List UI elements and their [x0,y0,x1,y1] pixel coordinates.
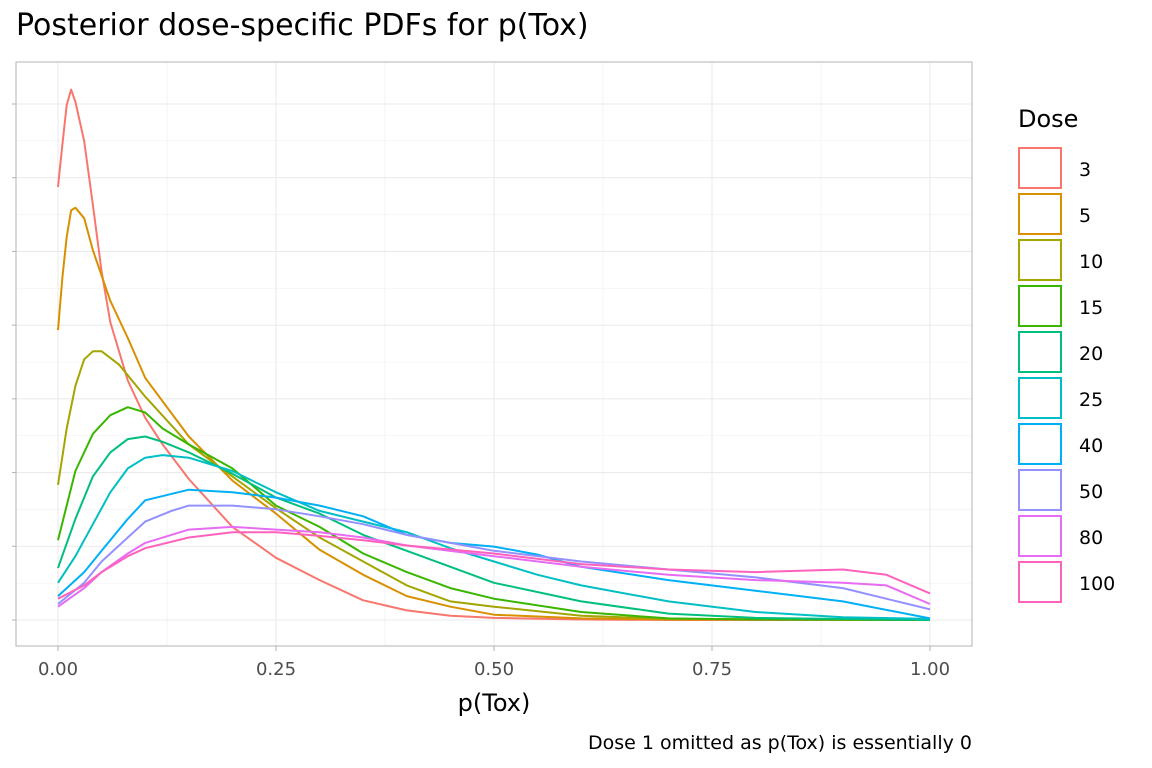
x-tick-label: 0.25 [256,659,296,680]
x-tick-label: 0.75 [692,659,732,680]
legend-label-dose-40: 40 [1079,435,1103,457]
legend-key-dose-15 [1018,285,1062,327]
legend-title: Dose [1018,105,1078,133]
legend-key-dose-80 [1018,515,1062,557]
series-line-dose-100 [57,531,931,600]
legend-key-dose-40 [1018,423,1062,465]
series-line-dose-80 [57,525,931,608]
legend-label-dose-25: 25 [1079,389,1103,411]
legend-key-dose-20 [1018,331,1062,373]
legend-label-dose-20: 20 [1079,343,1103,365]
series-line-dose-15 [57,406,931,621]
legend-key-dose-5 [1018,193,1062,235]
legend-key-dose-10 [1018,239,1062,281]
legend-label-dose-80: 80 [1079,527,1103,549]
legend-label-dose-10: 10 [1079,251,1103,273]
chart-caption: Dose 1 omitted as p(Tox) is essentially … [588,732,972,754]
x-tick-label: 0.50 [474,659,514,680]
legend-key-dose-3 [1018,147,1062,189]
legend-key-dose-100 [1018,561,1062,603]
legend-key-dose-25 [1018,377,1062,419]
x-tick-label: 1.00 [910,659,950,680]
series-line-dose-3 [57,88,930,621]
legend-label-dose-5: 5 [1079,205,1091,227]
legend-key-dose-50 [1018,469,1062,511]
x-axis-title: p(Tox) [458,689,531,717]
legend-label-dose-15: 15 [1079,297,1103,319]
series-line-dose-5 [57,206,931,621]
series-line-dose-25 [57,454,931,620]
x-tick-label: 0.00 [38,659,78,680]
chart-title: Posterior dose-specific PDFs for p(Tox) [16,8,589,43]
legend-label-dose-3: 3 [1079,159,1091,181]
legend-label-dose-50: 50 [1079,481,1103,503]
series-line-dose-10 [57,350,931,621]
legend-label-dose-100: 100 [1079,573,1115,595]
series-line-dose-40 [57,488,931,620]
